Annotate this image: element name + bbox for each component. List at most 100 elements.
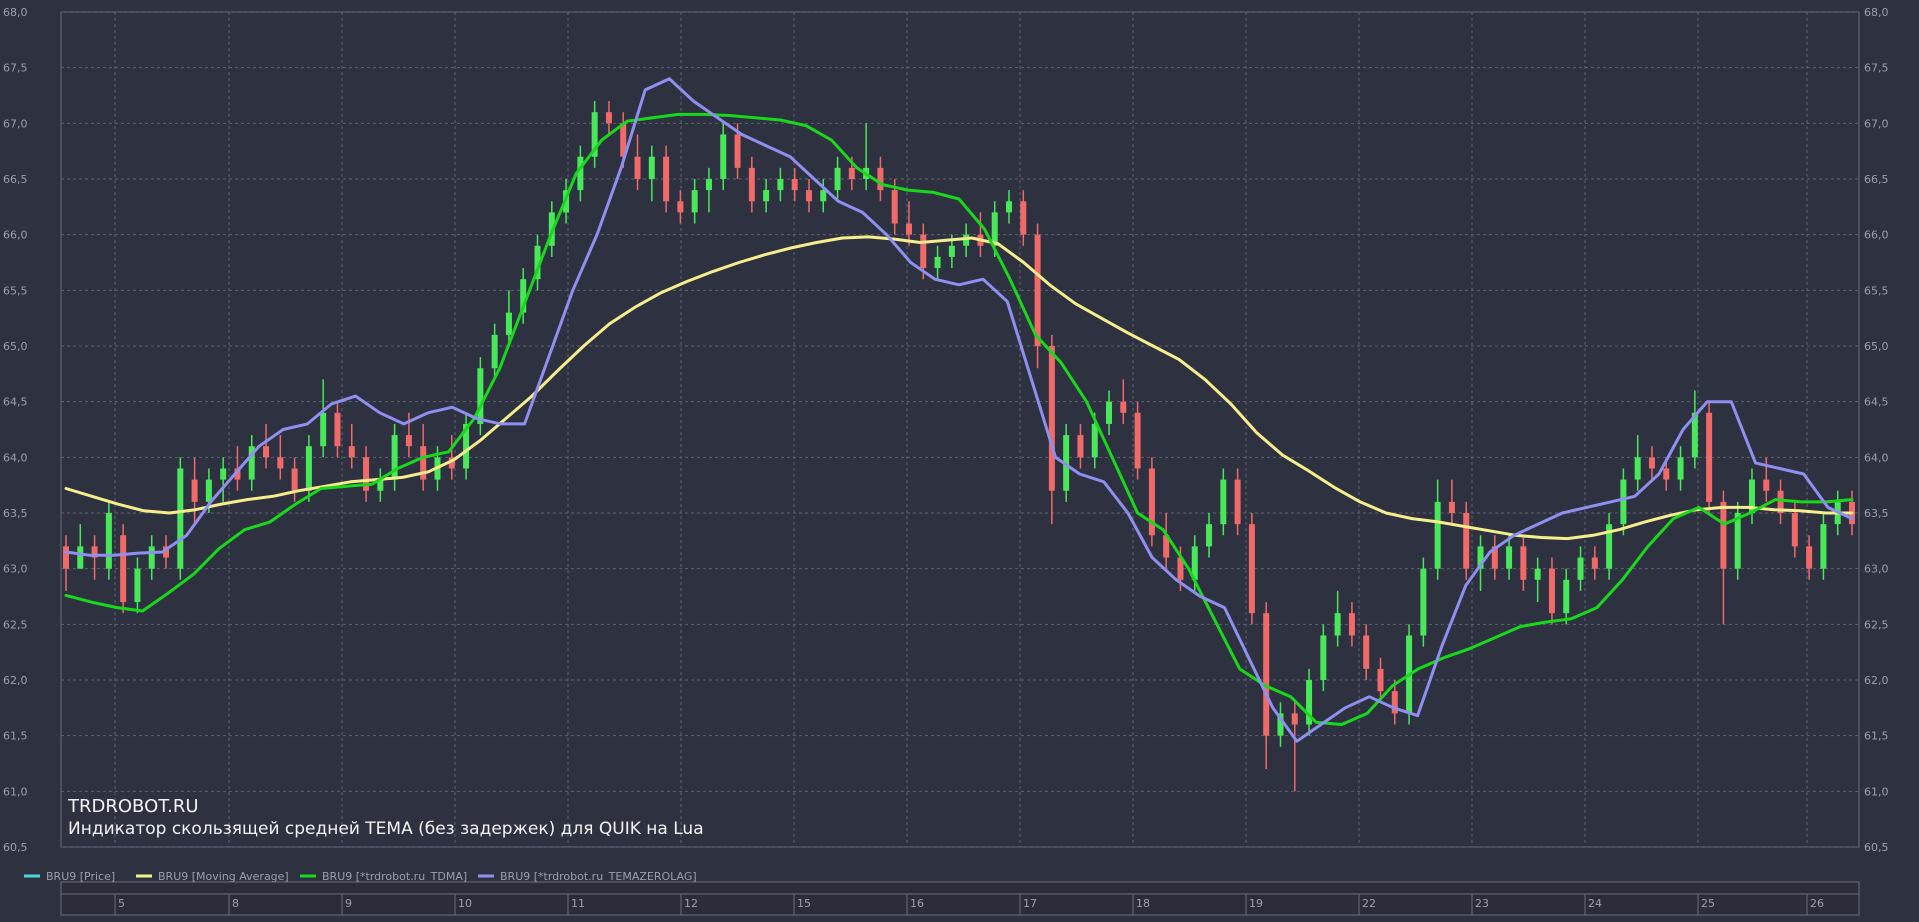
- candle-body: [1034, 234, 1041, 346]
- y-tick-label-left: 66,0: [3, 229, 28, 242]
- date-label: 23: [1475, 897, 1489, 910]
- candle-body: [1606, 524, 1613, 569]
- y-tick-label-right: 64,5: [1864, 396, 1889, 409]
- candle: [1434, 479, 1441, 580]
- candle: [348, 423, 355, 469]
- candle-body: [305, 446, 312, 491]
- candle: [1591, 546, 1598, 580]
- y-tick-label-right: 60,5: [1864, 841, 1889, 854]
- candle-body: [1234, 479, 1241, 525]
- candle-body: [1806, 546, 1813, 569]
- candle-body: [491, 334, 498, 369]
- candle-body: [448, 457, 455, 469]
- candle-body: [463, 423, 470, 469]
- candle: [1234, 468, 1241, 536]
- candle-body: [1491, 546, 1498, 569]
- candle-body: [734, 134, 741, 168]
- candle-body: [1548, 568, 1555, 614]
- candle-body: [620, 123, 627, 157]
- candle-body: [1477, 546, 1484, 569]
- candle-body: [134, 568, 141, 603]
- candle-body: [1663, 468, 1670, 480]
- candle: [263, 423, 270, 469]
- candle: [1520, 535, 1527, 591]
- candle: [963, 223, 970, 257]
- candle: [463, 412, 470, 480]
- series-line: [64, 77, 1854, 743]
- candle: [1548, 557, 1555, 625]
- candle-body: [920, 234, 927, 269]
- candle: [1220, 468, 1227, 536]
- candle-body: [1320, 635, 1327, 680]
- date-axis: 5 8 9 10 11 12 15 16 17 18 19 22 23 24 25 26: [60, 881, 1860, 916]
- y-tick-label-right: 65,0: [1864, 340, 1889, 353]
- candle-body: [634, 156, 641, 179]
- series-lines: [64, 77, 1854, 743]
- candle-body: [1420, 568, 1427, 636]
- candle-body: [691, 190, 698, 213]
- candle: [1248, 513, 1255, 625]
- candle-body: [1277, 713, 1284, 736]
- date-label: 12: [684, 897, 698, 910]
- candle: [577, 145, 584, 202]
- candle: [63, 535, 69, 591]
- y-tick-label-left: 62,5: [3, 618, 28, 631]
- candle-body: [105, 513, 112, 569]
- candle: [1491, 535, 1498, 580]
- candle: [605, 101, 612, 135]
- candle-body: [1048, 346, 1055, 491]
- candle-body: [1563, 579, 1570, 614]
- candle: [1563, 568, 1570, 625]
- candle: [691, 179, 698, 224]
- y-tick-label-right: 68,0: [1864, 6, 1889, 19]
- candle-body: [1177, 557, 1184, 580]
- candle-body: [663, 156, 670, 202]
- legend: BRU9 [Price] BRU9 [Moving Average] BRU9 [*…: [24, 870, 697, 883]
- candle: [720, 123, 727, 191]
- candle-body: [1306, 680, 1313, 725]
- y-tick-label-left: 62,0: [3, 674, 28, 687]
- candle: [763, 179, 770, 213]
- candle: [905, 201, 912, 246]
- candle-body: [377, 479, 384, 491]
- candle-body: [805, 190, 812, 202]
- y-tick-label-right: 61,0: [1864, 785, 1889, 798]
- candle-body: [1334, 613, 1341, 636]
- candle-body: [505, 312, 512, 335]
- candle: [1691, 390, 1698, 469]
- y-tick-label-right: 63,5: [1864, 507, 1889, 520]
- candle: [591, 101, 598, 168]
- candle-body: [1577, 557, 1584, 580]
- candle-body: [1348, 613, 1355, 636]
- candle: [791, 167, 798, 202]
- candle: [1420, 557, 1427, 647]
- series-line: [64, 235, 1854, 541]
- legend-label: BRU9 [Price]: [46, 870, 115, 883]
- candle-body: [1791, 513, 1798, 547]
- candle: [648, 145, 655, 202]
- candle-body: [777, 179, 784, 191]
- candle: [1620, 468, 1627, 536]
- candle: [191, 457, 198, 525]
- candle: [677, 190, 684, 224]
- candle-body: [1248, 524, 1255, 614]
- candle: [234, 446, 241, 491]
- candle-body: [391, 435, 398, 480]
- candle: [1120, 379, 1127, 424]
- candle: [1506, 535, 1513, 580]
- candle: [663, 145, 670, 213]
- candle: [448, 435, 455, 480]
- candle-body: [1006, 201, 1013, 213]
- date-label: 17: [1023, 897, 1037, 910]
- candle: [1106, 390, 1113, 436]
- candle: [491, 323, 498, 380]
- candle-body: [720, 134, 727, 179]
- candle-body: [791, 179, 798, 191]
- candle-body: [705, 179, 712, 191]
- candle: [177, 457, 184, 580]
- candle-body: [1748, 479, 1755, 513]
- candle-body: [1634, 457, 1641, 480]
- candle: [305, 435, 312, 502]
